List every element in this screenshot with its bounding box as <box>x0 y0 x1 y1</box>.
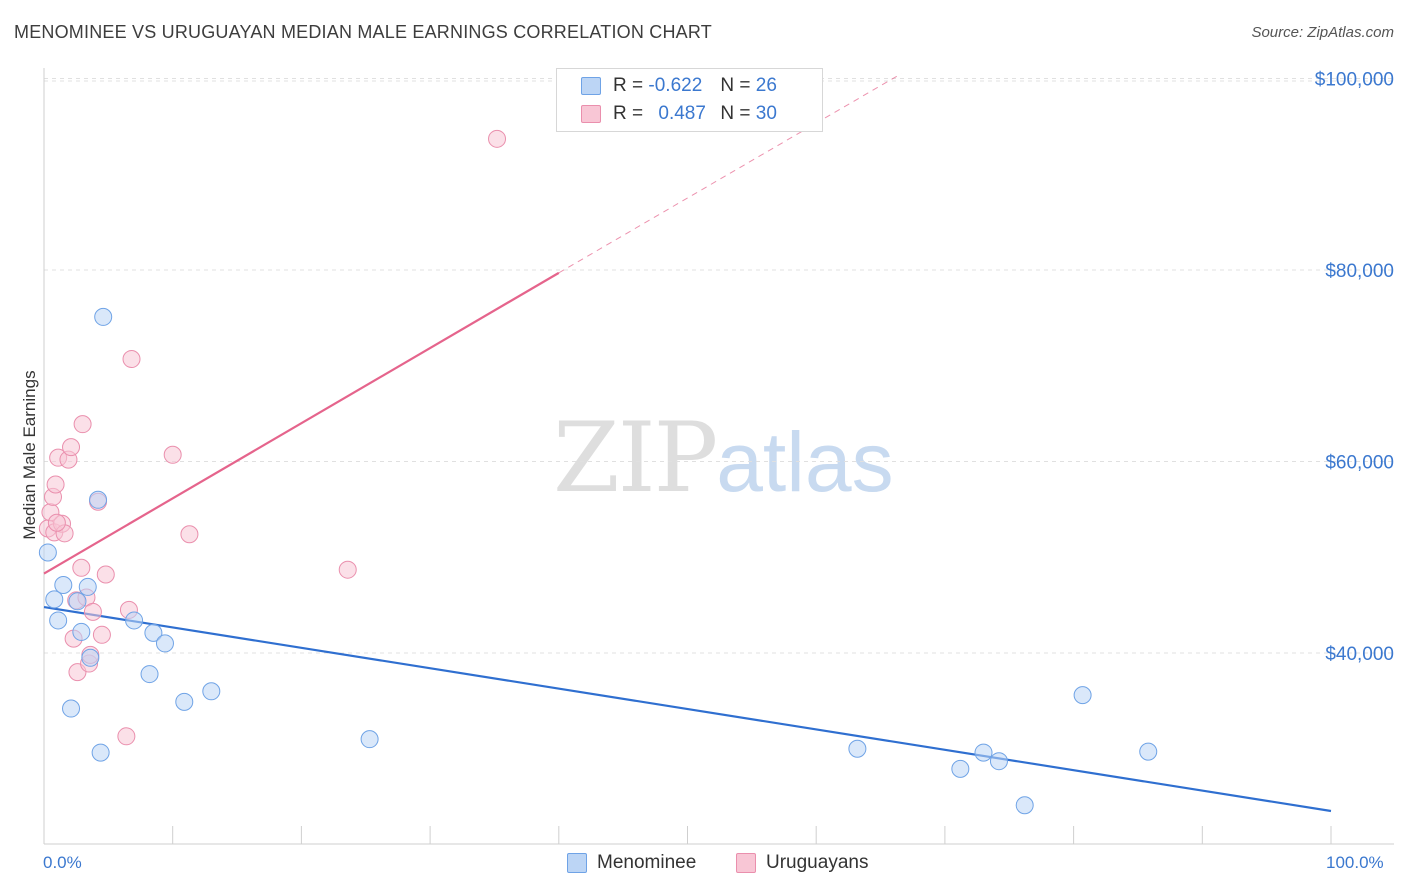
y-tick-label: $80,000 <box>1325 261 1394 282</box>
legend-label-menominee: Menominee <box>597 852 697 873</box>
y-tick-label: $40,000 <box>1325 644 1394 665</box>
uruguayans-point <box>47 513 66 532</box>
menominee-point <box>68 592 87 611</box>
menominee-point <box>91 743 110 762</box>
menominee-point <box>989 752 1008 771</box>
uruguayans-point <box>163 445 182 464</box>
menominee-point <box>49 611 68 630</box>
legend-n-label: N = <box>720 75 751 96</box>
legend-r-value: -0.622 <box>648 75 703 96</box>
uruguayans-point <box>180 525 199 544</box>
legend-n-label: N = <box>720 103 751 124</box>
menominee-point <box>94 307 113 326</box>
menominee-point <box>175 692 194 711</box>
uruguayans-trend-extension <box>558 73 902 274</box>
chart-title: MENOMINEE VS URUGUAYAN MEDIAN MALE EARNI… <box>14 22 712 42</box>
menominee-point <box>144 623 163 642</box>
uruguayans-point <box>72 558 91 577</box>
menominee-point <box>974 743 993 762</box>
y-tick-label: $60,000 <box>1325 453 1394 474</box>
legend-row-menominee: R = -0.622 N = 26 <box>581 73 777 99</box>
axis-layer <box>43 68 1394 845</box>
uruguayans-point <box>96 565 115 584</box>
uruguayans-legend-swatch <box>736 853 756 873</box>
menominee-point <box>125 611 144 630</box>
menominee-legend-swatch <box>567 853 587 873</box>
uruguayans-point <box>338 560 357 579</box>
legend-r-value: 0.487 <box>658 103 706 124</box>
menominee-point <box>89 490 108 509</box>
menominee-point <box>72 622 91 641</box>
menominee-point <box>951 759 970 778</box>
menominee-point <box>1073 686 1092 705</box>
menominee-trend-line <box>43 605 1332 813</box>
uruguayans-swatch <box>581 105 601 123</box>
uruguayans-point <box>62 438 81 457</box>
uruguayans-point <box>92 625 111 644</box>
uruguayans-point <box>122 350 141 369</box>
x-tick-label-max: 100.0% <box>1326 853 1384 872</box>
y-tick-labels: $40,000 $60,000 $80,000 $100,000 <box>1315 70 1394 666</box>
x-tick-label-min: 0.0% <box>43 853 82 872</box>
menominee-point <box>202 682 221 701</box>
trend-layer <box>43 73 1332 813</box>
menominee-point <box>155 634 174 653</box>
legend-n-value: 26 <box>755 75 777 96</box>
source-label: Source: ZipAtlas.com <box>1251 24 1394 41</box>
uruguayans-trend-line <box>43 271 560 575</box>
menominee-point <box>140 665 159 684</box>
y-tick-label: $100,000 <box>1315 70 1394 91</box>
uruguayans-point <box>73 415 92 434</box>
menominee-point <box>62 699 81 718</box>
menominee-point <box>360 730 379 749</box>
menominee-point <box>848 739 867 758</box>
uruguayans-point <box>117 727 136 746</box>
grid-layer <box>44 78 1394 654</box>
watermark: ZIPatlas <box>553 402 894 514</box>
menominee-swatch <box>581 77 601 95</box>
legend-label-uruguayans: Uruguayans <box>766 852 869 873</box>
legend-item-uruguayans: Uruguayans <box>736 852 868 874</box>
correlation-legend: R = -0.622 N = 26 R = 0.487 N = 30 <box>556 68 823 132</box>
menominee-point <box>45 590 64 609</box>
watermark-zip: ZIP <box>553 402 718 514</box>
uruguayans-point <box>46 475 65 494</box>
menominee-point <box>78 577 97 596</box>
menominee-point <box>1015 796 1034 815</box>
menominee-point <box>81 648 100 667</box>
legend-r-label: R = <box>613 103 644 124</box>
legend-r-label: R = <box>613 75 644 96</box>
legend-row-uruguayans: R = 0.487 N = 30 <box>581 101 777 127</box>
uruguayans-point <box>488 129 507 148</box>
y-axis-label: Median Male Earnings <box>20 370 39 540</box>
uruguayans-point <box>83 602 102 621</box>
menominee-point <box>1139 742 1158 761</box>
legend-n-value: 30 <box>755 103 777 124</box>
legend-item-menominee: Menominee <box>567 852 696 874</box>
menominee-point <box>38 543 57 562</box>
points-layer <box>38 129 1158 815</box>
menominee-point <box>54 576 73 595</box>
